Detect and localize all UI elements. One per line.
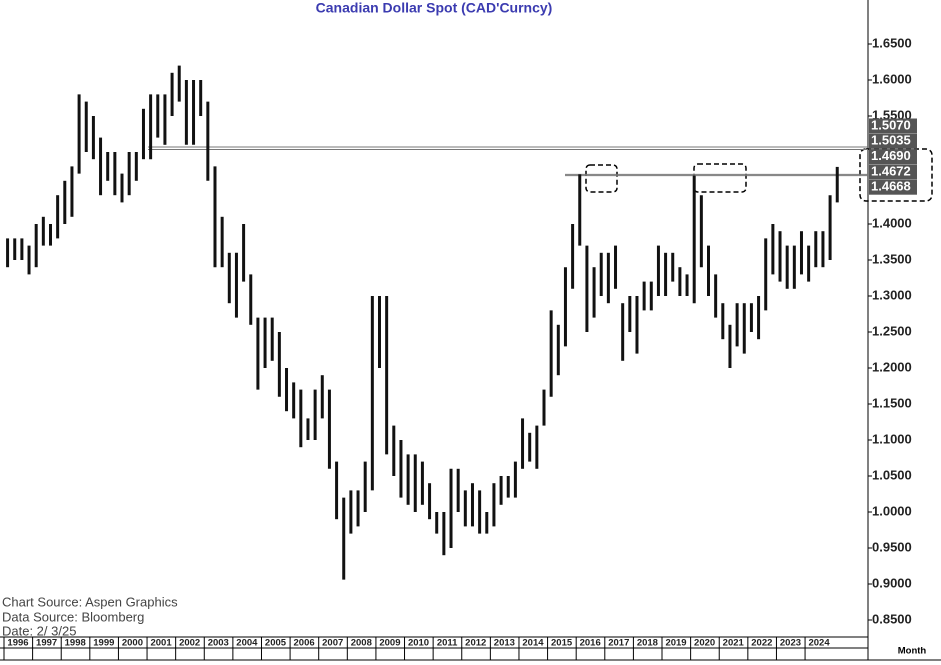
x-tick-label: 2015 — [551, 638, 573, 649]
x-tick-label: 1998 — [65, 638, 86, 649]
x-tick-label: 2022 — [751, 638, 772, 649]
y-tick-label: 0.9500 — [872, 539, 912, 554]
x-tick-label: 2023 — [780, 638, 801, 649]
price-label: 1.4668 — [871, 179, 911, 194]
x-tick-label: 2019 — [665, 638, 686, 649]
highlight-box — [585, 164, 618, 193]
price-label-box — [869, 179, 917, 195]
price-label-box — [869, 118, 917, 134]
y-tick-label: 1.1000 — [872, 431, 912, 446]
y-tick-label: 1.6000 — [872, 71, 912, 86]
x-tick-label: 2005 — [265, 638, 287, 649]
y-tick-label: 1.6500 — [872, 35, 912, 50]
note: Date: 2/ 3/25 — [2, 623, 76, 638]
x-tick-label: 2010 — [408, 638, 429, 649]
y-tick-label: 0.8500 — [872, 611, 912, 626]
x-tick-label: 1999 — [93, 638, 114, 649]
x-tick-label: 2013 — [494, 638, 515, 649]
x-tick-label: 2001 — [150, 638, 172, 649]
note: Chart Source: Aspen Graphics — [2, 594, 178, 609]
price-label: 1.4690 — [871, 148, 911, 163]
price-label-box — [869, 164, 917, 180]
y-tick-label: 1.2500 — [872, 323, 912, 338]
price-label-box — [869, 149, 917, 165]
x-tick-label: 1996 — [7, 638, 28, 649]
y-tick-label: 1.0000 — [872, 503, 912, 518]
x-tick-label: 2002 — [179, 638, 200, 649]
chart-title: Canadian Dollar Spot (CAD'Curncy) — [316, 0, 553, 16]
x-tick-label: 2024 — [808, 638, 830, 649]
x-tick-label: 2012 — [465, 638, 486, 649]
highlight-box — [859, 148, 933, 202]
x-tick-label: 2020 — [694, 638, 715, 649]
x-tick-label: 2000 — [122, 638, 143, 649]
x-tick-label: 2006 — [294, 638, 315, 649]
price-label-box — [869, 133, 917, 149]
y-tick-label: 1.0500 — [872, 467, 912, 482]
y-tick-label: 1.1500 — [872, 395, 912, 410]
note: Data Source: Bloomberg — [2, 609, 144, 624]
x-tick-label: 2003 — [208, 638, 229, 649]
x-tick-label: 2008 — [351, 638, 372, 649]
y-tick-label: 0.9000 — [872, 575, 912, 590]
x-tick-label: 2014 — [522, 638, 544, 649]
price-label: 1.5070 — [871, 117, 911, 132]
x-tick-label: 2016 — [580, 638, 601, 649]
x-tick-label: 2007 — [322, 638, 343, 649]
price-label: 1.5035 — [871, 133, 911, 148]
x-tick-label: 2009 — [379, 638, 400, 649]
x-tick-label: 1997 — [36, 638, 57, 649]
x-tick-label: 2018 — [637, 638, 658, 649]
y-tick-label: 1.3000 — [872, 287, 912, 302]
price-label: 1.4672 — [871, 163, 911, 178]
x-tick-label: 2017 — [608, 638, 629, 649]
y-tick-label: 1.4000 — [872, 215, 912, 230]
y-tick-label: 1.3500 — [872, 251, 912, 266]
y-tick-label: 1.2000 — [872, 359, 912, 374]
x-tick-label: 2011 — [437, 638, 458, 649]
x-tick-label: 2004 — [236, 638, 258, 649]
x-tick-label: 2021 — [723, 638, 745, 649]
highlight-box — [693, 163, 747, 193]
x-axis-label: Month — [898, 646, 927, 657]
